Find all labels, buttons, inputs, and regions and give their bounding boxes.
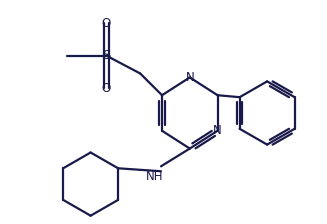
Text: N: N bbox=[185, 71, 194, 84]
Text: NH: NH bbox=[146, 170, 164, 183]
Text: O: O bbox=[102, 17, 111, 30]
Text: S: S bbox=[102, 49, 111, 62]
Text: N: N bbox=[213, 124, 222, 137]
Text: O: O bbox=[102, 82, 111, 95]
